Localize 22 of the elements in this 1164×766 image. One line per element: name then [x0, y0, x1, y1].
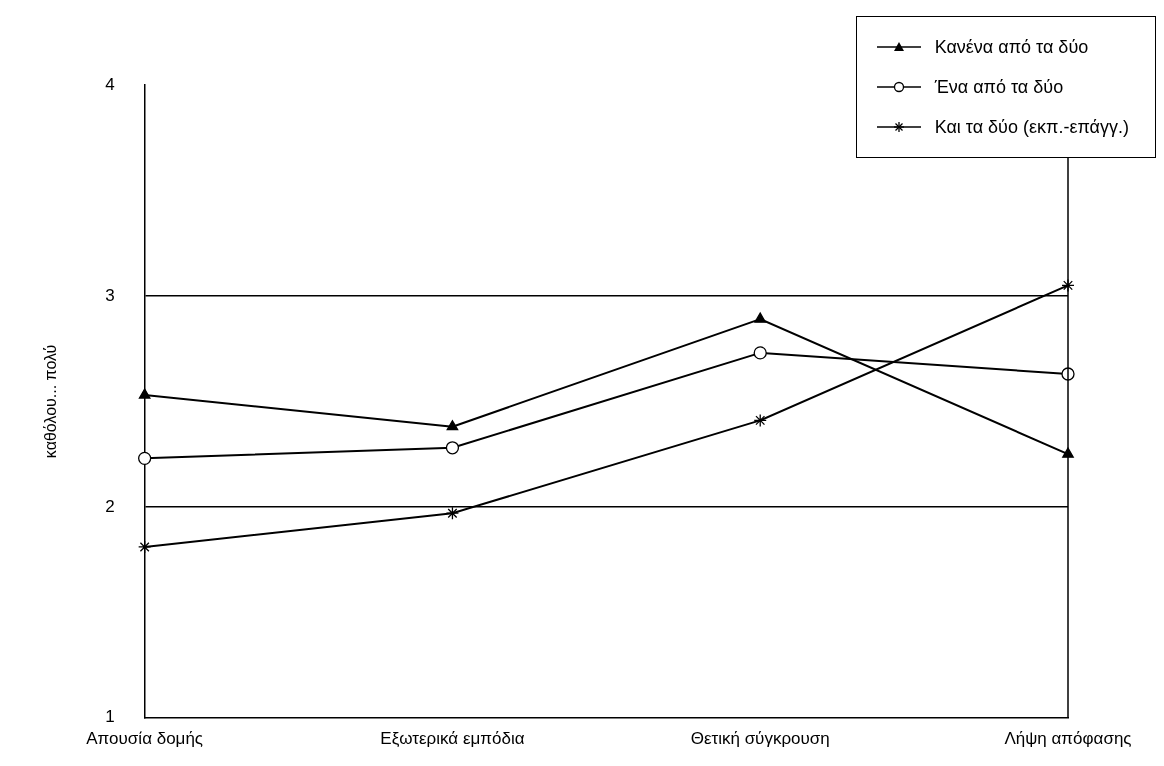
- y-axis-title: καθόλου... πολύ: [42, 344, 60, 459]
- point: [445, 441, 460, 455]
- point: [753, 413, 767, 428]
- y-tick-label: 1: [105, 707, 115, 727]
- x-tick-label: Απουσία δομής: [86, 728, 204, 748]
- legend-label: Ένα από τα δύο: [934, 76, 1064, 98]
- legend-label: Κανένα από τα δύο: [934, 36, 1089, 58]
- x-tick-label: Θετική σύγκρουση: [690, 728, 830, 748]
- point: [138, 451, 152, 465]
- point: [138, 540, 152, 554]
- x-tick-label: Εξωτερικά εμπόδια: [380, 728, 525, 748]
- x-tick-label: Λήψη απόφασης: [1004, 728, 1132, 748]
- point: [754, 312, 767, 323]
- legend-label: Και τα δύο (εκπ.-επάγγ.): [934, 116, 1129, 138]
- point: [445, 506, 460, 520]
- point: [446, 420, 459, 431]
- point: [753, 346, 767, 360]
- y-tick-label: 3: [105, 285, 115, 305]
- point: [138, 388, 151, 399]
- point: [1061, 278, 1075, 293]
- y-tick-label: 2: [105, 496, 115, 516]
- y-tick-label: 4: [105, 74, 115, 94]
